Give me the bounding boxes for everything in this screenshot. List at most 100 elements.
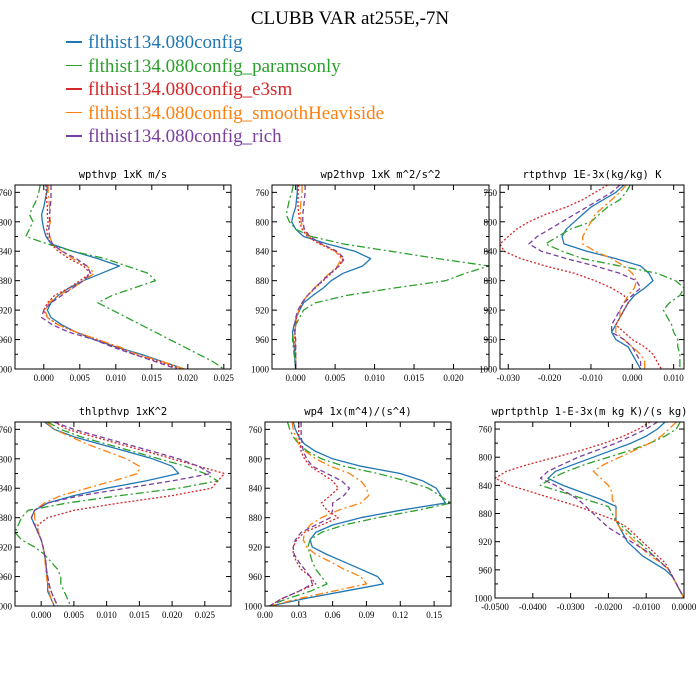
x-tick-label: -0.0100 bbox=[632, 602, 660, 612]
series-group bbox=[15, 422, 226, 606]
x-tick-label: 0.025 bbox=[195, 610, 216, 620]
legend-swatch bbox=[66, 88, 82, 90]
x-tick-label: 0.000 bbox=[31, 610, 52, 620]
legend-entry: flthist134.080config_rich bbox=[66, 125, 384, 149]
y-tick-label: 1000 bbox=[251, 365, 270, 375]
series-line-config bbox=[30, 422, 180, 606]
series-line-rich bbox=[269, 422, 351, 606]
x-tick-label: -0.010 bbox=[579, 373, 603, 383]
x-tick-label: -0.020 bbox=[538, 373, 562, 383]
panel-title: thlpthvp 1xK^2 bbox=[79, 406, 168, 418]
x-tick-label: 0.06 bbox=[325, 610, 341, 620]
series-line-config bbox=[270, 422, 447, 606]
x-tick-label: 0.010 bbox=[364, 373, 385, 383]
y-tick-label: 880 bbox=[479, 509, 493, 519]
y-tick-label: 960 bbox=[0, 335, 13, 345]
x-tick-label: 0.020 bbox=[178, 373, 199, 383]
y-tick-label: 760 bbox=[0, 425, 13, 435]
y-tick-label: 920 bbox=[479, 537, 493, 547]
series-line-smoothheaviside bbox=[270, 422, 370, 606]
series-line-smoothheaviside bbox=[582, 185, 646, 369]
y-tick-label: 920 bbox=[484, 306, 498, 316]
plot-frame bbox=[494, 421, 685, 599]
chart-panel-3: rtpthvp 1E-3x(kg/kg) K 760 800 840 880 920 960… bbox=[479, 169, 685, 383]
series-line-smoothheaviside bbox=[294, 185, 343, 369]
y-tick-label: 1000 bbox=[474, 594, 493, 604]
x-tick-label: 0.015 bbox=[404, 373, 425, 383]
series-line-rich bbox=[539, 422, 684, 598]
y-tick-label: 960 bbox=[479, 565, 493, 575]
y-tick-label: 880 bbox=[0, 276, 13, 286]
y-tick-label: 1000 bbox=[479, 365, 498, 375]
x-tick-label: 0.005 bbox=[325, 373, 346, 383]
x-tick-label: 0.0000 bbox=[672, 602, 697, 612]
series-line-paramsonly bbox=[285, 185, 489, 369]
chart-panel-6: wprtpthlp 1-E-3x(m kg K)/(s kg) 760 800 840… bbox=[474, 406, 697, 612]
series-line-paramsonly bbox=[268, 422, 451, 606]
series-line-paramsonly bbox=[15, 422, 219, 606]
chart-panel-2: wp2thvp 1xK m^2/s^2 760 800 840 880 920 960 100… bbox=[251, 169, 490, 383]
series-line-paramsonly bbox=[539, 422, 684, 598]
legend-entry: flthist134.080config_paramsonly bbox=[66, 55, 384, 79]
x-tick-label: 0.020 bbox=[443, 373, 464, 383]
y-tick-label: 840 bbox=[256, 247, 270, 257]
x-tick-label: -0.0200 bbox=[595, 602, 623, 612]
series-line-e3sm bbox=[500, 185, 662, 369]
series-line-smoothheaviside bbox=[44, 185, 185, 369]
series-line-smoothheaviside bbox=[33, 422, 141, 606]
x-tick-label: 0.005 bbox=[64, 610, 85, 620]
panel-title: wp2thvp 1xK m^2/s^2 bbox=[320, 169, 440, 181]
y-tick-label: 800 bbox=[249, 454, 263, 464]
series-line-e3sm bbox=[43, 185, 181, 369]
y-tick-label: 880 bbox=[256, 276, 270, 286]
x-tick-label: -0.030 bbox=[497, 373, 521, 383]
legend: flthist134.080config flthist134.080confi… bbox=[66, 31, 384, 149]
plot-frame bbox=[14, 421, 232, 607]
x-tick-label: 0.025 bbox=[214, 373, 235, 383]
legend-label: flthist134.080config_e3sm bbox=[88, 79, 293, 100]
x-tick-label: 0.00 bbox=[257, 610, 273, 620]
plot-frame bbox=[14, 184, 232, 370]
series-line-config bbox=[40, 185, 185, 369]
series-line-paramsonly bbox=[544, 185, 684, 369]
legend-swatch bbox=[66, 64, 82, 67]
legend-label: flthist134.080config_rich bbox=[88, 126, 282, 147]
x-tick-label: 0.010 bbox=[97, 610, 118, 620]
series-line-rich bbox=[40, 185, 178, 369]
x-tick-label: 0.000 bbox=[34, 373, 55, 383]
legend-label: flthist134.080config_smoothHeaviside bbox=[88, 102, 385, 124]
x-tick-label: 0.010 bbox=[664, 373, 685, 383]
series-line-paramsonly bbox=[25, 185, 225, 369]
legend-swatch bbox=[66, 135, 82, 137]
figure-title: CLUBB VAR at255E,-7N bbox=[250, 8, 450, 29]
series-line-rich bbox=[30, 422, 213, 606]
x-tick-label: 0.12 bbox=[392, 610, 408, 620]
y-tick-label: 760 bbox=[249, 425, 263, 435]
panel-title: wpthvp 1xK m/s bbox=[79, 169, 168, 181]
y-tick-label: 800 bbox=[256, 217, 270, 227]
y-tick-label: 800 bbox=[0, 217, 13, 227]
x-tick-label: 0.000 bbox=[622, 373, 643, 383]
x-tick-label: -0.0500 bbox=[481, 602, 509, 612]
series-line-e3sm bbox=[495, 422, 684, 598]
plot-frame bbox=[271, 184, 490, 370]
y-tick-label: 840 bbox=[249, 484, 263, 494]
panel-title: rtpthvp 1E-3x(kg/kg) K bbox=[522, 169, 662, 181]
y-tick-label: 880 bbox=[249, 513, 263, 523]
y-tick-label: 760 bbox=[256, 188, 270, 198]
legend-label: flthist134.080config bbox=[88, 32, 243, 53]
series-line-rich bbox=[528, 185, 642, 369]
x-tick-label: 0.010 bbox=[106, 373, 127, 383]
y-tick-label: 960 bbox=[249, 572, 263, 582]
y-tick-label: 760 bbox=[484, 188, 498, 198]
x-tick-label: -0.0300 bbox=[557, 602, 585, 612]
y-tick-label: 1000 bbox=[0, 602, 13, 612]
series-line-config bbox=[561, 185, 654, 369]
x-tick-label: 0.015 bbox=[142, 373, 163, 383]
chart-panel-4: thlpthvp 1xK^2 760 800 840 880 920 960 1000 0.00… bbox=[0, 406, 232, 620]
series-line-e3sm bbox=[37, 422, 226, 606]
x-tick-label: 0.09 bbox=[359, 610, 375, 620]
legend-label: flthist134.080config_paramsonly bbox=[88, 55, 341, 77]
panel-title: wprtpthlp 1-E-3x(m kg K)/(s kg) bbox=[492, 406, 688, 418]
x-tick-label: 0.005 bbox=[70, 373, 91, 383]
